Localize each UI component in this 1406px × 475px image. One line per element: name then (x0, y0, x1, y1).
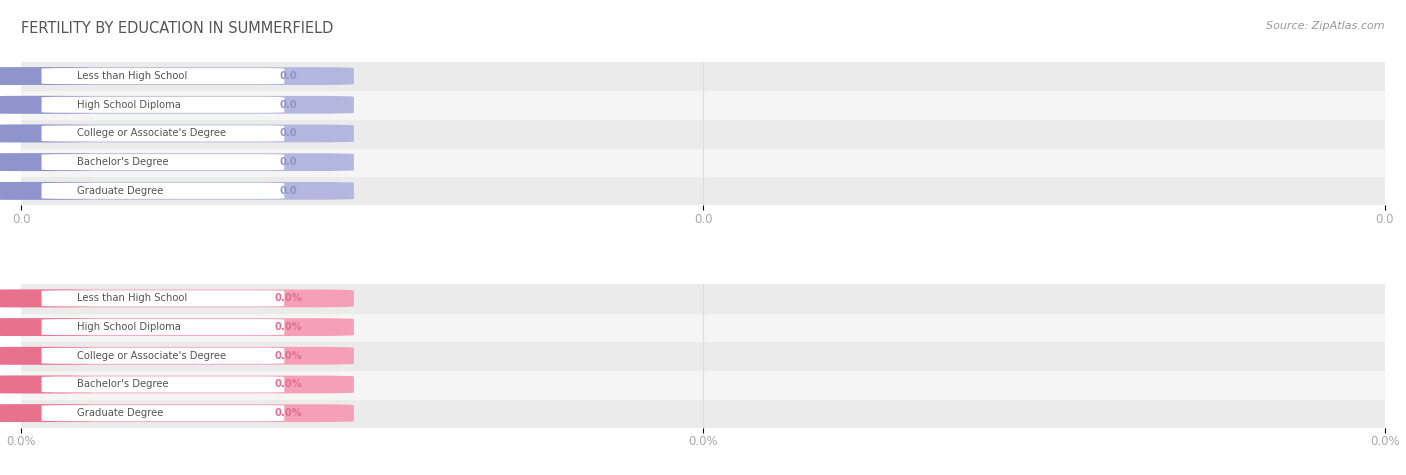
FancyBboxPatch shape (0, 347, 90, 365)
FancyBboxPatch shape (0, 290, 90, 307)
Bar (21, 148, 1385, 177)
FancyBboxPatch shape (42, 290, 284, 306)
FancyBboxPatch shape (0, 404, 90, 422)
FancyBboxPatch shape (0, 124, 354, 142)
FancyBboxPatch shape (42, 183, 284, 199)
FancyBboxPatch shape (0, 376, 90, 393)
Text: High School Diploma: High School Diploma (77, 100, 181, 110)
Text: High School Diploma: High School Diploma (77, 322, 181, 332)
FancyBboxPatch shape (0, 182, 90, 200)
FancyBboxPatch shape (0, 153, 90, 171)
FancyBboxPatch shape (0, 404, 354, 422)
FancyBboxPatch shape (42, 125, 284, 142)
Text: Less than High School: Less than High School (77, 71, 187, 81)
Bar (21, 62, 1385, 90)
Text: Source: ZipAtlas.com: Source: ZipAtlas.com (1267, 21, 1385, 31)
Text: Graduate Degree: Graduate Degree (77, 186, 163, 196)
Text: FERTILITY BY EDUCATION IN SUMMERFIELD: FERTILITY BY EDUCATION IN SUMMERFIELD (21, 21, 333, 37)
FancyBboxPatch shape (0, 376, 354, 393)
FancyBboxPatch shape (0, 182, 354, 200)
Text: 0.0%: 0.0% (274, 351, 302, 361)
Bar (21, 284, 1385, 313)
FancyBboxPatch shape (42, 68, 284, 84)
Text: 0.0%: 0.0% (274, 380, 302, 390)
FancyBboxPatch shape (0, 347, 354, 365)
Text: College or Associate's Degree: College or Associate's Degree (77, 128, 226, 139)
FancyBboxPatch shape (0, 318, 90, 336)
FancyBboxPatch shape (42, 154, 284, 170)
Text: 0.0: 0.0 (280, 100, 297, 110)
FancyBboxPatch shape (42, 319, 284, 335)
FancyBboxPatch shape (0, 67, 354, 85)
Bar (21, 90, 1385, 119)
Bar (21, 399, 1385, 428)
FancyBboxPatch shape (42, 377, 284, 392)
FancyBboxPatch shape (0, 290, 354, 307)
Text: 0.0%: 0.0% (274, 294, 302, 304)
Text: 0.0: 0.0 (280, 186, 297, 196)
Text: 0.0%: 0.0% (274, 322, 302, 332)
Text: 0.0: 0.0 (280, 128, 297, 139)
FancyBboxPatch shape (0, 153, 354, 171)
FancyBboxPatch shape (0, 318, 354, 336)
Text: Bachelor's Degree: Bachelor's Degree (77, 380, 169, 390)
FancyBboxPatch shape (0, 96, 90, 114)
FancyBboxPatch shape (42, 405, 284, 421)
FancyBboxPatch shape (0, 124, 90, 142)
Bar (21, 119, 1385, 148)
Text: 0.0: 0.0 (280, 71, 297, 81)
FancyBboxPatch shape (42, 97, 284, 113)
Bar (21, 177, 1385, 205)
Text: College or Associate's Degree: College or Associate's Degree (77, 351, 226, 361)
Text: Less than High School: Less than High School (77, 294, 187, 304)
Text: Graduate Degree: Graduate Degree (77, 408, 163, 418)
FancyBboxPatch shape (42, 348, 284, 364)
Bar (21, 370, 1385, 399)
FancyBboxPatch shape (0, 96, 354, 114)
FancyBboxPatch shape (0, 67, 90, 85)
Text: Bachelor's Degree: Bachelor's Degree (77, 157, 169, 167)
Text: 0.0%: 0.0% (274, 408, 302, 418)
Bar (21, 342, 1385, 370)
Bar (21, 313, 1385, 342)
Text: 0.0: 0.0 (280, 157, 297, 167)
